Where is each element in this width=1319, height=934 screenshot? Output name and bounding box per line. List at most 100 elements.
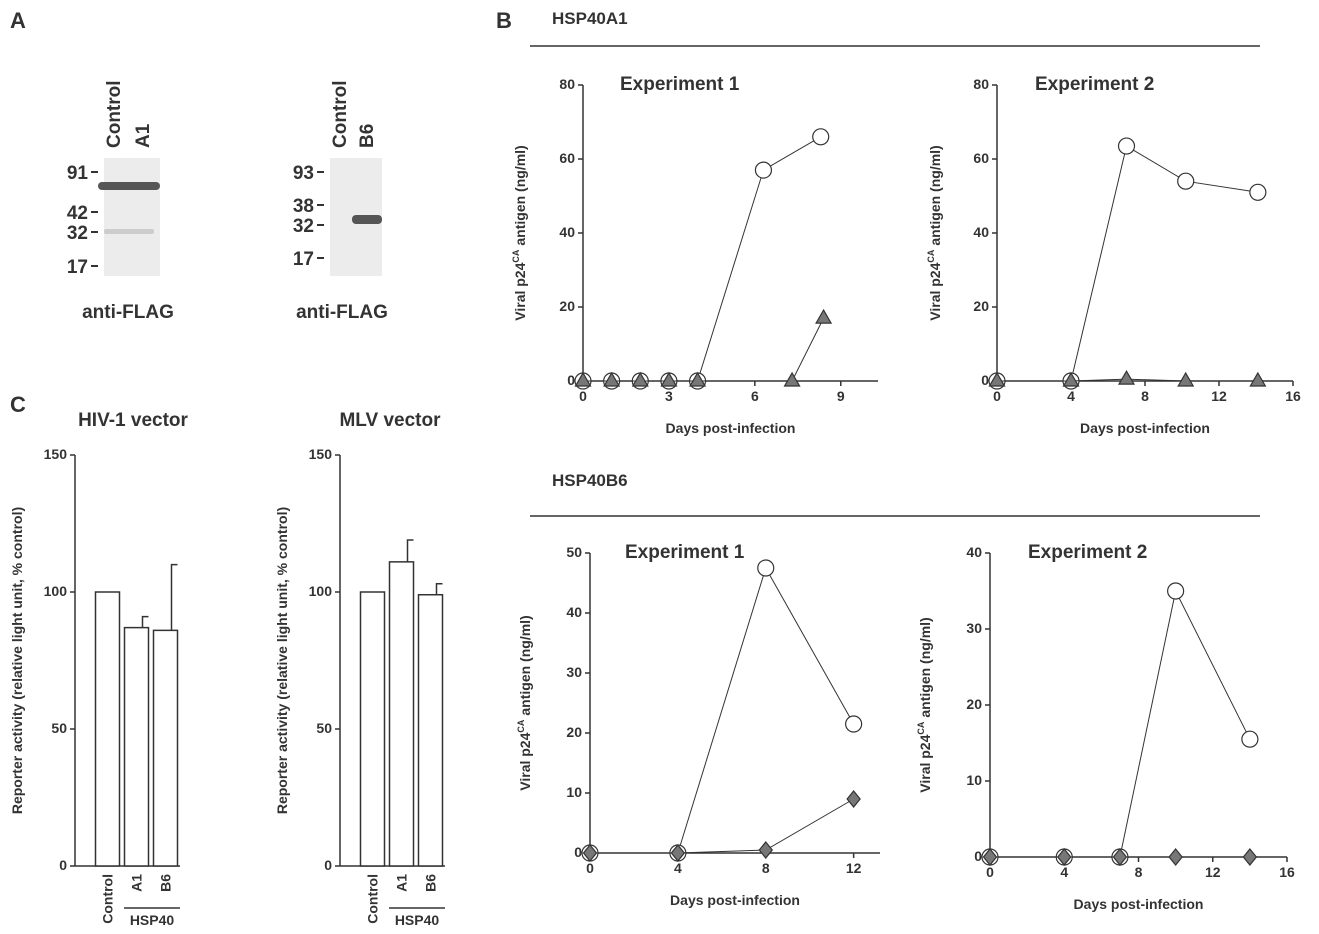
x-tick-label: A1 [394, 874, 410, 892]
error-bar [143, 617, 149, 628]
data-point [846, 716, 862, 732]
x-tick-label: 6 [751, 388, 759, 404]
data-point [1178, 173, 1194, 189]
y-tick-label: 80 [973, 76, 989, 92]
x-tick-label: 12 [1211, 388, 1227, 404]
y-axis-label: Viral p24CAantigen (ng/ml) [511, 145, 528, 320]
panel-letter: C [10, 392, 26, 417]
x-tick-label: 12 [1205, 864, 1221, 880]
y-tick-label: 150 [44, 446, 68, 462]
y-tick-label: 0 [974, 848, 982, 864]
panel-letter: B [496, 8, 512, 33]
y-tick-label: 40 [566, 604, 582, 620]
error-bar [437, 584, 443, 595]
lane-label: B6 [357, 124, 378, 148]
bar [96, 592, 120, 866]
x-tick-label: 8 [1141, 388, 1149, 404]
y-axis-label: Viral p24CAantigen (ng/ml) [926, 145, 943, 320]
bar [419, 595, 443, 866]
data-point [847, 791, 860, 807]
y-label-part: Viral p24 [927, 262, 943, 320]
y-label-part: antigen (ng/ml) [917, 617, 933, 717]
size-marker: 38 [293, 196, 314, 217]
y-tick-label: 80 [559, 76, 575, 92]
y-label-sup: CA [916, 721, 926, 734]
y-label-part: antigen (ng/ml) [512, 145, 528, 245]
y-tick-label: 10 [966, 772, 982, 788]
x-tick-label: B6 [158, 874, 174, 892]
x-tick-label: 4 [1060, 864, 1068, 880]
error-bar [172, 565, 178, 631]
y-label-part: Viral p24 [517, 732, 533, 790]
x-axis-label: Days post-infection [1080, 420, 1210, 436]
y-tick-label: 40 [966, 544, 982, 560]
y-tick-label: 100 [309, 583, 333, 599]
x-tick-label: 8 [1135, 864, 1143, 880]
y-label-part: antigen (ng/ml) [517, 615, 533, 715]
x-tick-label: 0 [586, 860, 594, 876]
x-tick-label: Control [100, 874, 116, 924]
size-marker: 93 [293, 163, 314, 184]
blot-caption: anti-FLAG [82, 302, 174, 323]
x-axis-label: Days post-infection [1074, 896, 1204, 912]
series-line [590, 568, 854, 853]
figure: A B C HSP40A1 HSP40B6 ControlA191423217a… [0, 0, 1319, 934]
y-axis-label: Viral p24CA antigen (ng/ml) [516, 615, 533, 790]
y-tick-label: 20 [973, 298, 989, 314]
x-tick-label: A1 [129, 874, 145, 892]
data-point [1119, 138, 1135, 154]
y-tick-label: 60 [973, 150, 989, 166]
blot-band [98, 182, 160, 190]
y-tick-label: 40 [559, 224, 575, 240]
series-line [583, 137, 821, 381]
y-tick-label: 40 [973, 224, 989, 240]
x-tick-label: B6 [423, 874, 439, 892]
data-point [1250, 184, 1266, 200]
lane-label: Control [104, 80, 125, 148]
lane-label: A1 [133, 123, 154, 148]
chart-title: HIV-1 vector [78, 410, 188, 431]
series-line [990, 591, 1250, 857]
x-tick-label: 9 [837, 388, 845, 404]
heading: HSP40B6 [552, 471, 628, 490]
y-tick-label: 60 [559, 150, 575, 166]
y-axis-label: Reporter activity (relative light unit, … [274, 507, 290, 814]
bar [125, 628, 149, 866]
series-line [997, 146, 1258, 381]
data-point [758, 560, 774, 576]
x-tick-label: 0 [579, 388, 587, 404]
y-tick-label: 20 [559, 298, 575, 314]
y-tick-label: 0 [574, 844, 582, 860]
y-tick-label: 150 [309, 446, 333, 462]
data-point [1178, 373, 1193, 386]
group-label: HSP40 [130, 912, 175, 928]
y-label-sup: CA [516, 719, 526, 732]
data-point [1169, 849, 1182, 865]
x-tick-label: 0 [993, 388, 1001, 404]
blot-band [352, 215, 382, 224]
y-tick-label: 50 [566, 544, 582, 560]
x-tick-label: 0 [986, 864, 994, 880]
group-label: HSP40 [395, 912, 440, 928]
x-tick-label: 4 [1067, 388, 1075, 404]
y-label-part: Viral p24 [917, 734, 933, 792]
y-axis-label: Viral p24CA antigen (ng/ml) [916, 617, 933, 792]
x-tick-label: 12 [846, 860, 862, 876]
y-tick-label: 0 [981, 372, 989, 388]
chart-title: Experiment 2 [1028, 542, 1147, 563]
data-point [813, 129, 829, 145]
size-marker: 32 [67, 223, 88, 244]
y-label-sup: CA [926, 249, 936, 262]
bar [361, 592, 385, 866]
y-label-sup: CA [511, 249, 521, 262]
x-axis-label: Days post-infection [670, 892, 800, 908]
y-tick-label: 0 [59, 857, 67, 873]
y-tick-label: 10 [566, 784, 582, 800]
y-tick-label: 50 [51, 720, 67, 736]
x-tick-label: 4 [674, 860, 682, 876]
data-point [1243, 849, 1256, 865]
data-point [759, 842, 772, 858]
blot-band [104, 229, 154, 234]
data-point [785, 373, 800, 386]
y-axis-label: Reporter activity (relative light unit, … [9, 507, 25, 814]
